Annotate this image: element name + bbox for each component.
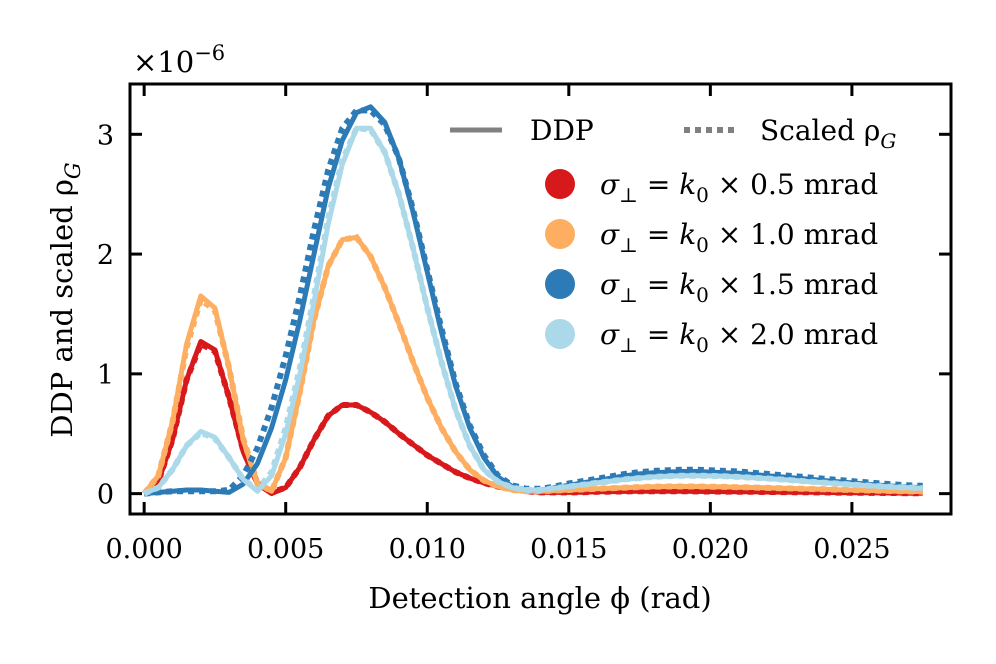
legend-marker-series-2 — [545, 269, 575, 299]
legend-marker-series-1 — [545, 219, 575, 249]
legend-label-series-3: σ⊥ = k0 × 2.0 mrad — [600, 318, 878, 357]
scaled-rho-line-series-3 — [143, 125, 923, 497]
y-tick-label: 0 — [97, 480, 114, 511]
legend-label-series-2: σ⊥ = k0 × 1.5 mrad — [600, 268, 878, 307]
x-tick-label: 0.010 — [389, 534, 466, 565]
legend-marker-series-3 — [545, 319, 575, 349]
x-tick-label: 0.025 — [813, 534, 890, 565]
y-tick-label: 1 — [97, 360, 114, 391]
legend-label-series-1: σ⊥ = k0 × 1.0 mrad — [600, 218, 878, 257]
scaled-rho-line-series-1 — [141, 234, 923, 496]
plot-frame — [128, 82, 953, 516]
ticks: 0.000 0.005 0.010 0.015 0.020 0.025 0 1 2 3 — [97, 84, 951, 565]
legend-marker-series-0 — [545, 169, 575, 199]
x-axis-label: Detection angle ϕ (rad) — [368, 581, 711, 615]
x-tick-label: 0.005 — [247, 534, 324, 565]
legend-label-series-0: σ⊥ = k0 × 0.5 mrad — [600, 168, 878, 207]
ddp-line-series-0 — [142, 339, 923, 497]
legend: DDP Scaled ρG σ⊥ = k0 × 0.5 mrad σ⊥ = k0 × … — [450, 114, 896, 357]
curves — [141, 104, 923, 497]
x-tick-label: 0.020 — [672, 534, 749, 565]
x-tick-label: 0.015 — [530, 534, 607, 565]
legend-scaled-label: Scaled ρG — [760, 114, 896, 153]
y-multiplier: ×10−6 — [133, 41, 225, 79]
y-tick-label: 3 — [97, 120, 114, 151]
y-tick-label: 2 — [97, 240, 114, 271]
y-axis-label: DDP and scaled ρG — [45, 162, 85, 437]
scaled-rho-line-series-2 — [143, 107, 923, 497]
scaled-rho-line-series-0 — [142, 339, 923, 497]
legend-ddp-label: DDP — [530, 114, 594, 147]
x-tick-label: 0.000 — [106, 534, 183, 565]
